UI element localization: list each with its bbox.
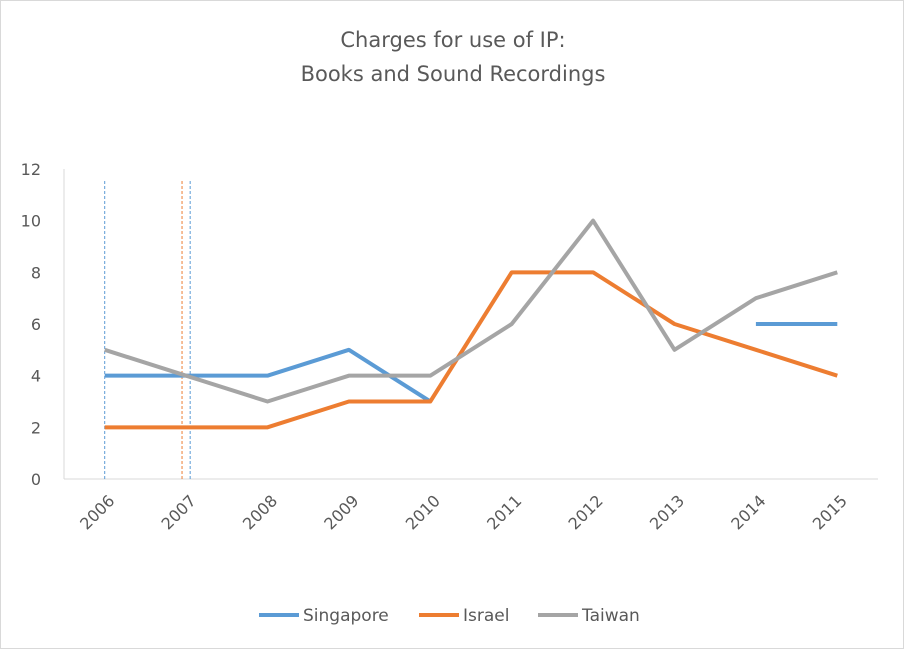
y-tick-label: 8 (31, 263, 41, 282)
y-tick-label: 6 (31, 315, 41, 334)
x-tick-label: 2012 (565, 491, 607, 533)
x-tick-label: 2013 (646, 491, 688, 533)
series-lines (104, 218, 838, 430)
x-tick-label: 2010 (402, 491, 444, 533)
x-tick-label: 2015 (809, 491, 851, 533)
legend-label-taiwan: Taiwan (581, 606, 640, 626)
x-tick-label: 2006 (76, 491, 118, 533)
chart-title-line-2: Books and Sound Recordings (301, 62, 606, 86)
legend-label-israel: Israel (463, 606, 509, 626)
x-tick-label: 2007 (158, 491, 200, 533)
x-axis-tick-labels: 2006 2007 2008 2009 2010 2011 2012 2013 2014 2015 (76, 491, 851, 533)
y-tick-label: 0 (31, 470, 41, 489)
series-line-taiwan (104, 218, 838, 404)
y-tick-label: 12 (21, 160, 41, 179)
y-tick-label: 10 (21, 212, 41, 231)
x-tick-label: 2009 (320, 491, 362, 533)
x-tick-label: 2008 (239, 491, 281, 533)
legend-label-singapore: Singapore (303, 606, 389, 626)
legend: Singapore Israel Taiwan (259, 606, 640, 626)
x-tick-label: 2011 (483, 491, 525, 533)
series-line-singapore (104, 347, 432, 404)
y-tick-label: 4 (31, 367, 41, 386)
series-line-israel (104, 270, 838, 430)
y-tick-label: 2 (31, 418, 41, 437)
y-axis-tick-labels: 0 2 4 6 8 10 12 (21, 160, 41, 489)
annotation-lines (104, 181, 191, 479)
x-tick-label: 2014 (727, 491, 769, 533)
chart-title-line-1: Charges for use of IP: (340, 28, 565, 52)
